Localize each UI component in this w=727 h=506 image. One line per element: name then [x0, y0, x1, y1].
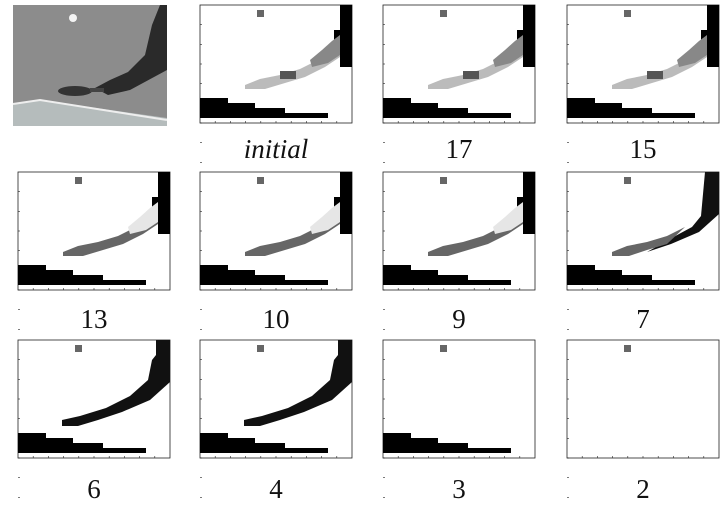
panel-label: 10 — [263, 304, 290, 334]
segmentation-panel — [566, 339, 720, 498]
segment — [310, 202, 340, 234]
segment — [310, 35, 340, 67]
segmentation-panel — [382, 339, 536, 498]
segment — [383, 98, 511, 118]
segment — [383, 265, 511, 285]
segment — [152, 172, 170, 234]
segment — [128, 202, 158, 234]
panel-label: 4 — [269, 474, 283, 504]
segmentation-panel — [17, 339, 171, 498]
segmentation-panel — [199, 339, 353, 498]
panel-label: 6 — [87, 474, 101, 504]
panel-label: 2 — [636, 474, 650, 504]
panel-label: 3 — [452, 474, 466, 504]
segmentation-panel — [382, 4, 536, 183]
segment — [257, 10, 264, 17]
segment — [440, 177, 447, 184]
segment — [244, 340, 352, 426]
segment — [517, 172, 535, 234]
panel-label: 7 — [636, 304, 650, 334]
segmentation-panel — [566, 171, 720, 350]
segment — [493, 35, 523, 67]
panel-frame — [566, 339, 720, 459]
segment — [334, 172, 352, 234]
segment — [280, 71, 296, 79]
segment — [383, 433, 511, 453]
segment — [257, 177, 264, 184]
panel-label: 15 — [630, 134, 657, 164]
segment — [440, 345, 447, 352]
segment — [463, 71, 479, 79]
panel-label: 17 — [446, 134, 473, 164]
segment — [517, 5, 535, 67]
panel-label: 9 — [452, 304, 466, 334]
photo — [12, 5, 168, 126]
segment — [647, 172, 719, 252]
segment — [334, 5, 352, 67]
segment — [567, 98, 695, 118]
segmentation-panel — [199, 171, 353, 350]
panel-label: 13 — [81, 304, 108, 334]
segment — [612, 45, 707, 89]
segmentation-panel — [199, 4, 353, 183]
segment — [567, 265, 695, 285]
segmentation-panel — [566, 4, 720, 183]
segment — [493, 202, 523, 234]
segment — [18, 265, 146, 285]
segment — [200, 265, 328, 285]
segment — [677, 35, 707, 67]
segmentation-panel — [17, 171, 171, 350]
segment — [245, 212, 340, 256]
segment — [428, 212, 523, 256]
segmentation-panel — [382, 171, 536, 350]
segment — [440, 10, 447, 17]
segment — [257, 345, 264, 352]
segment — [200, 433, 328, 453]
segment — [701, 5, 719, 67]
segment — [200, 98, 328, 118]
segment — [63, 212, 158, 256]
segment — [75, 345, 82, 352]
segment — [624, 345, 631, 352]
segment — [624, 177, 631, 184]
segment — [428, 45, 523, 89]
segment — [647, 71, 663, 79]
segment — [62, 340, 170, 426]
segment — [75, 177, 82, 184]
segment — [624, 10, 631, 17]
panel-label: initial — [244, 134, 309, 164]
segment — [18, 433, 146, 453]
segment — [245, 45, 340, 89]
segment — [612, 227, 685, 256]
